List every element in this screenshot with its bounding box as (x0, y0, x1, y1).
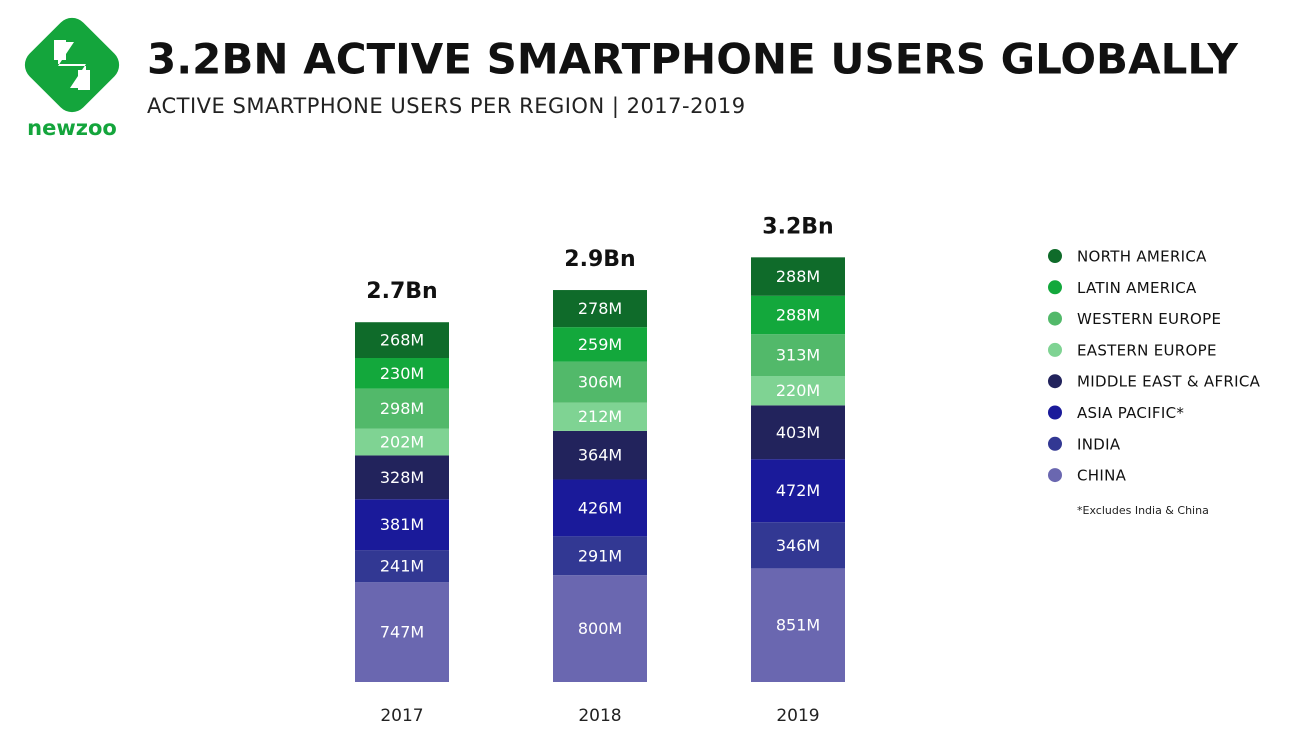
logo-icon (24, 17, 120, 113)
bar-segment (553, 575, 647, 682)
chart-subtitle: ACTIVE SMARTPHONE USERS PER REGION | 201… (147, 94, 746, 119)
chart-title: 3.2BN ACTIVE SMARTPHONE USERS GLOBALLY (147, 35, 1239, 84)
value-label: 288M (776, 267, 820, 286)
value-label: 800M (578, 619, 622, 638)
bar-segment (355, 582, 449, 682)
legend-label: EASTERN EUROPE (1077, 341, 1217, 359)
value-label: 328M (380, 468, 424, 487)
bar-segment (355, 322, 449, 358)
bar-segment (751, 459, 845, 523)
bar-segment (553, 327, 647, 362)
bar-segment (355, 499, 449, 551)
value-label: 851M (776, 616, 820, 635)
bar-segment (355, 357, 449, 389)
value-label: 278M (578, 299, 622, 318)
value-label: 426M (578, 498, 622, 517)
footnote: *Excludes India & China (1077, 504, 1209, 517)
total-label: 3.2Bn (762, 214, 833, 239)
legend-marker (1048, 436, 1062, 451)
x-tick-label: 2018 (578, 706, 621, 726)
legend-marker (1048, 374, 1062, 389)
legend-marker (1048, 311, 1062, 326)
bar-segment (553, 361, 647, 403)
legend-marker (1048, 405, 1062, 420)
value-label: 230M (380, 364, 424, 383)
value-label: 212M (578, 407, 622, 426)
total-label: 2.9Bn (564, 247, 635, 272)
value-label: 313M (776, 346, 820, 365)
value-label: 288M (776, 306, 820, 325)
bar-segment (355, 550, 449, 583)
legend-label: WESTERN EUROPE (1077, 310, 1221, 328)
legend-label: MIDDLE EAST & AFRICA (1077, 373, 1261, 391)
value-label: 298M (380, 399, 424, 418)
bar-segment (751, 334, 845, 377)
value-label: 403M (776, 423, 820, 442)
bar-segment (553, 479, 647, 537)
legend-marker (1048, 249, 1062, 263)
bar-segment (751, 522, 845, 569)
value-label: 268M (380, 331, 424, 350)
total-label: 2.7Bn (366, 279, 437, 304)
value-label: 472M (776, 481, 820, 500)
legend-label: ASIA PACIFIC* (1077, 404, 1184, 422)
value-label: 291M (578, 546, 622, 565)
legend-label: NORTH AMERICA (1077, 248, 1207, 266)
bar-segment (553, 536, 647, 576)
value-label: 306M (578, 373, 622, 392)
value-label: 364M (578, 446, 622, 465)
value-label: 346M (776, 536, 820, 555)
bar-segment (355, 388, 449, 429)
bar-segment (553, 290, 647, 328)
legend-label: INDIA (1077, 435, 1121, 453)
legend-label: CHINA (1077, 467, 1127, 485)
bar-segment (751, 376, 845, 406)
legend-label: LATIN AMERICA (1077, 279, 1197, 297)
bar-segment (355, 455, 449, 500)
legend-marker (1048, 342, 1062, 357)
value-label: 381M (380, 515, 424, 534)
logo-text: newzoo (27, 116, 117, 140)
x-tick-label: 2019 (776, 706, 819, 726)
bar-segment (751, 257, 845, 296)
value-label: 220M (776, 381, 820, 400)
value-label: 202M (380, 432, 424, 451)
legend-marker (1048, 280, 1062, 295)
value-label: 241M (380, 557, 424, 576)
legend-marker (1048, 468, 1062, 483)
bar-segment (553, 430, 647, 480)
bar-segment (751, 568, 845, 682)
bar-segment (751, 405, 845, 460)
bar-segment (553, 402, 647, 431)
x-tick-label: 2017 (380, 706, 423, 726)
value-label: 259M (578, 335, 622, 354)
bar-segment (355, 428, 449, 456)
bar-segment (751, 295, 845, 335)
value-label: 747M (380, 623, 424, 642)
